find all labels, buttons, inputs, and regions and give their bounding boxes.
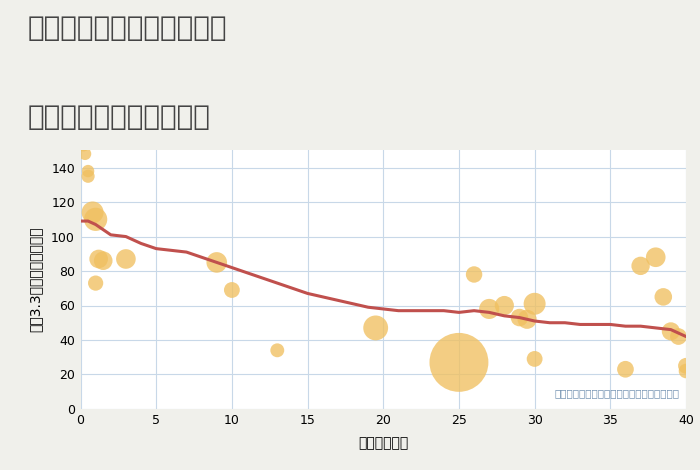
Point: [498, 302, 510, 309]
Point: [454, 359, 465, 366]
Text: 奈良県奈良市月ヶ瀬長引の: 奈良県奈良市月ヶ瀬長引の: [28, 14, 228, 42]
Point: [87, 209, 98, 216]
Point: [79, 150, 90, 157]
Point: [522, 315, 533, 323]
Point: [83, 167, 94, 175]
Point: [78, 141, 89, 149]
Point: [120, 255, 132, 263]
Point: [665, 328, 676, 335]
Point: [226, 286, 237, 294]
Text: 円の大きさは、取引のあった物件面積を示す: 円の大きさは、取引のあった物件面積を示す: [555, 389, 680, 399]
Point: [673, 333, 684, 340]
Point: [93, 255, 104, 263]
Point: [97, 257, 108, 265]
Point: [620, 366, 631, 373]
Point: [272, 346, 283, 354]
Point: [90, 279, 101, 287]
Point: [514, 314, 525, 321]
Point: [211, 258, 223, 266]
Point: [529, 355, 540, 363]
Point: [370, 324, 382, 332]
Point: [90, 216, 101, 223]
Text: 築年数別中古戸建て価格: 築年数別中古戸建て価格: [28, 103, 211, 132]
Point: [650, 253, 662, 261]
Y-axis label: 坪（3.3㎡）単価（万円）: 坪（3.3㎡）単価（万円）: [29, 227, 43, 332]
Point: [680, 367, 692, 375]
X-axis label: 築年数（年）: 築年数（年）: [358, 436, 408, 450]
Point: [658, 293, 669, 301]
Point: [680, 362, 692, 369]
Point: [529, 300, 540, 307]
Point: [484, 305, 495, 313]
Point: [83, 172, 94, 180]
Point: [468, 271, 480, 278]
Point: [635, 262, 646, 270]
